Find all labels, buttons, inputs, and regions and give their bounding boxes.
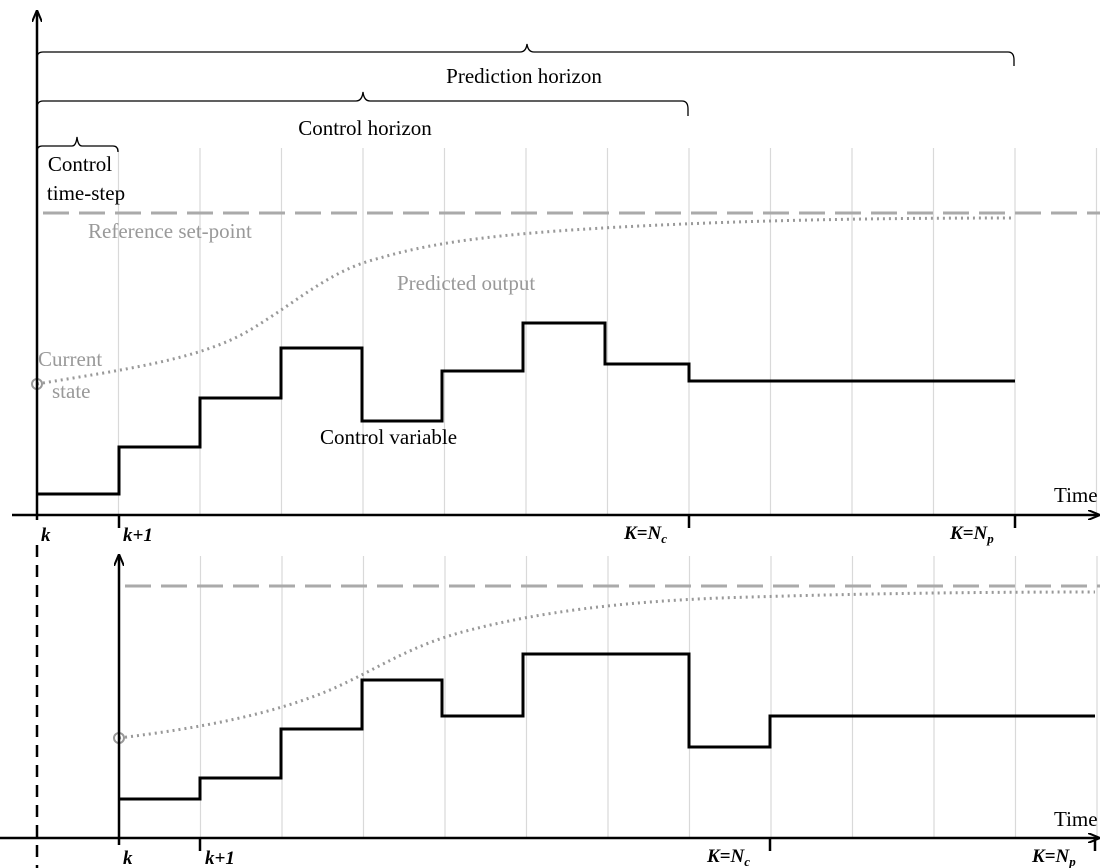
top-time-axis-label: Time — [1054, 483, 1098, 507]
top-tick-k-nc: K=Nc — [623, 523, 667, 546]
bottom-time-axis-label: Time — [1054, 807, 1098, 831]
bottom-control-variable-step — [119, 652, 1095, 801]
current-state-label-line2: state — [52, 379, 90, 403]
control-timestep-bracket — [36, 136, 119, 153]
control-timestep-label-line2: time-step — [47, 181, 125, 205]
top-panel-gridlines — [117, 148, 1098, 515]
top-tick-k: k — [41, 525, 51, 546]
top-tick-k-plus-1: k+1 — [123, 525, 153, 546]
reference-setpoint-label: Reference set-point — [88, 219, 252, 243]
control-variable-label: Control variable — [320, 425, 457, 449]
bottom-panel-gridlines — [199, 556, 1098, 838]
bottom-tick-k-plus-1: k+1 — [205, 848, 235, 868]
top-predicted-output-curve — [36, 216, 1016, 386]
top-tick-k-np: K=Np — [949, 523, 994, 546]
bottom-tick-k-nc: K=Nc — [706, 846, 750, 868]
prediction-horizon-label: Prediction horizon — [446, 64, 602, 88]
predicted-output-label: Predicted output — [397, 271, 535, 295]
control-horizon-bracket — [36, 91, 689, 116]
bottom-tick-k: k — [123, 848, 133, 868]
current-state-label-line1: Current — [38, 347, 102, 371]
bottom-tick-k-np: K=Np — [1031, 846, 1076, 868]
control-horizon-label: Control horizon — [298, 116, 432, 140]
control-timestep-label-line1: Control — [48, 152, 112, 176]
prediction-horizon-bracket — [36, 43, 1015, 66]
top-control-variable-step — [37, 321, 1015, 496]
bottom-predicted-output-curve — [118, 590, 1096, 740]
